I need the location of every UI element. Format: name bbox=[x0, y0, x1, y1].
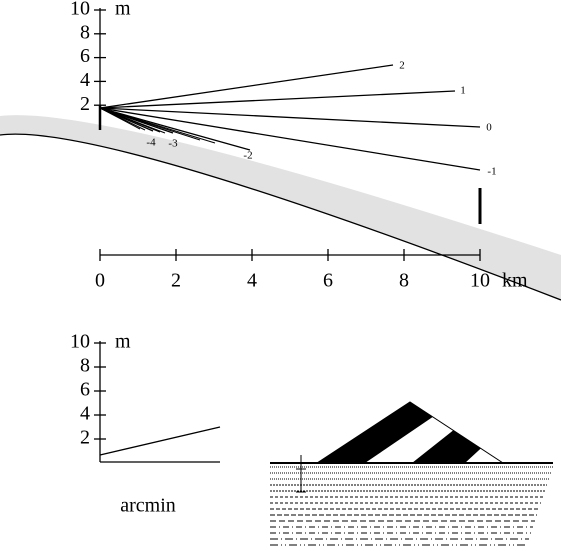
caption: arcmin bbox=[120, 495, 176, 517]
y-tick-label: 10 bbox=[70, 0, 90, 20]
x-tick-label: 4 bbox=[247, 270, 257, 292]
ray-label: 1 bbox=[460, 85, 466, 97]
x-tick-label: 0 bbox=[95, 270, 105, 292]
y-unit-bottom: m bbox=[115, 331, 131, 353]
x-unit: km bbox=[502, 270, 528, 292]
ray-label: 2 bbox=[399, 60, 405, 72]
y-unit: m bbox=[115, 0, 131, 20]
mountain bbox=[317, 402, 503, 463]
ray-label: -1 bbox=[487, 166, 496, 178]
x-tick-label: 8 bbox=[399, 270, 409, 292]
y-tick-label: 4 bbox=[80, 403, 90, 425]
rays: 2 1 0 -1 -2 -3 -4 bbox=[99, 60, 497, 178]
x-tick-label: 10 bbox=[470, 270, 490, 292]
ray-label: 0 bbox=[486, 122, 492, 134]
y-tick-label: 4 bbox=[80, 69, 90, 91]
height-marker bbox=[296, 455, 306, 493]
ray-label: -2 bbox=[243, 150, 252, 162]
y-tick-label: 2 bbox=[80, 427, 90, 449]
ray bbox=[99, 90, 456, 109]
y-tick-label: 6 bbox=[80, 45, 90, 67]
ray-label: -4 bbox=[146, 137, 156, 149]
y-tick-label: 10 bbox=[70, 331, 90, 353]
ray bbox=[99, 107, 481, 128]
ray bbox=[99, 64, 394, 109]
ground-hatch bbox=[270, 466, 553, 546]
ray bbox=[99, 107, 251, 151]
x-tick-label: 6 bbox=[323, 270, 333, 292]
dip-line bbox=[99, 426, 221, 456]
x-tick-label: 2 bbox=[171, 270, 181, 292]
y-tick-label: 8 bbox=[80, 21, 90, 43]
refraction-band bbox=[0, 115, 561, 300]
y-tick-label: 6 bbox=[80, 379, 90, 401]
earth-curve bbox=[0, 133, 561, 301]
ray bbox=[99, 107, 174, 134]
y-tick-label: 2 bbox=[80, 93, 90, 115]
ray bbox=[99, 107, 154, 132]
ray-label: -3 bbox=[168, 138, 178, 150]
ray bbox=[99, 107, 481, 171]
y-tick-label: 8 bbox=[80, 355, 90, 377]
